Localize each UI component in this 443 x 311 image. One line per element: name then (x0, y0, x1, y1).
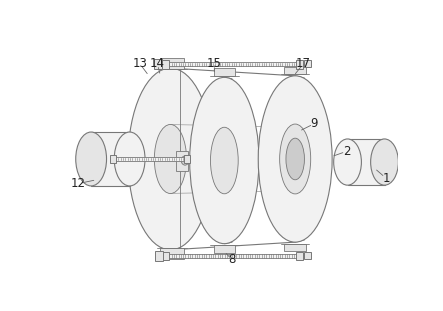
Bar (296, 60, 303, 68)
Polygon shape (166, 254, 300, 258)
Polygon shape (348, 139, 385, 185)
Bar (303, 60, 311, 67)
Polygon shape (224, 77, 232, 244)
Bar (183, 155, 190, 163)
Text: 14: 14 (150, 57, 165, 70)
Polygon shape (295, 76, 304, 242)
Text: 9: 9 (311, 117, 318, 130)
Text: 12: 12 (70, 177, 85, 190)
Ellipse shape (114, 132, 145, 186)
Ellipse shape (371, 139, 398, 185)
Text: 13: 13 (132, 57, 147, 70)
Bar (155, 251, 163, 261)
Text: 2: 2 (343, 145, 350, 158)
Polygon shape (166, 62, 300, 66)
Polygon shape (113, 157, 187, 160)
Ellipse shape (181, 156, 189, 165)
Bar (176, 151, 188, 170)
Bar (284, 244, 306, 251)
Bar (303, 252, 311, 259)
Bar (154, 59, 162, 69)
Ellipse shape (121, 154, 129, 164)
Bar (214, 245, 235, 253)
Text: 15: 15 (207, 57, 222, 70)
Ellipse shape (334, 139, 361, 185)
Bar (116, 149, 128, 169)
Bar (109, 155, 116, 163)
Ellipse shape (154, 124, 187, 193)
Text: 17: 17 (296, 57, 311, 70)
Text: 8: 8 (228, 253, 236, 266)
Bar (159, 58, 184, 69)
Bar (296, 252, 303, 260)
Text: 1: 1 (382, 172, 390, 185)
Bar (214, 68, 235, 76)
Polygon shape (91, 132, 130, 186)
Bar (159, 248, 184, 259)
Ellipse shape (286, 138, 304, 180)
Ellipse shape (76, 132, 106, 186)
Bar (162, 60, 169, 68)
Polygon shape (171, 68, 180, 250)
Ellipse shape (258, 76, 332, 242)
Bar (162, 252, 169, 260)
Ellipse shape (190, 77, 259, 244)
Ellipse shape (128, 68, 213, 250)
Ellipse shape (280, 124, 311, 194)
Bar (284, 67, 306, 74)
Ellipse shape (210, 127, 238, 194)
